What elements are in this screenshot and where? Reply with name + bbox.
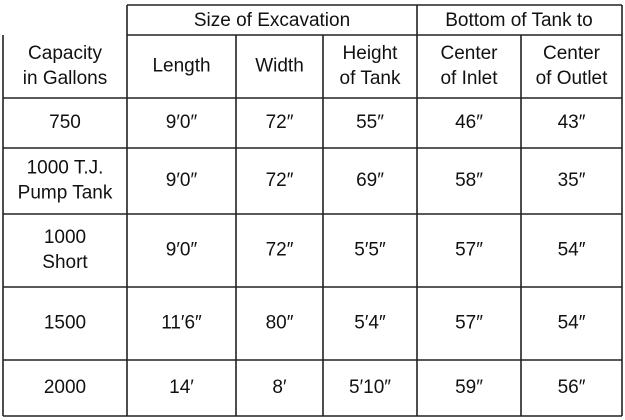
- cell: 80″: [266, 313, 294, 334]
- column-header: of Inlet: [440, 68, 498, 89]
- column-header: Length: [152, 56, 210, 77]
- column-header: of Tank: [340, 68, 401, 89]
- column-header: of Outlet: [536, 68, 609, 89]
- cell: 5′10″: [349, 377, 391, 398]
- cell: 9′0″: [166, 240, 198, 261]
- cell: 46″: [455, 112, 483, 133]
- cell: 8′: [272, 377, 287, 398]
- column-header: Capacity: [28, 43, 102, 64]
- row-header: 750: [49, 112, 81, 133]
- cell: 5′4″: [354, 313, 386, 334]
- row-header: 2000: [44, 377, 86, 398]
- cell: 72″: [266, 240, 294, 261]
- column-header: in Gallons: [23, 68, 108, 89]
- row-header: 1000 T.J.: [27, 158, 104, 179]
- cell: 57″: [455, 313, 483, 334]
- cell: 9′0″: [166, 112, 198, 133]
- cell: 72″: [266, 112, 294, 133]
- cell: 35″: [558, 170, 586, 191]
- cell: 59″: [455, 377, 483, 398]
- row-header: Short: [42, 252, 88, 273]
- column-header: Center: [440, 43, 498, 64]
- row-header: Pump Tank: [18, 183, 113, 204]
- group-header: Size of Excavation: [194, 10, 350, 31]
- cell: 55″: [356, 112, 384, 133]
- cell: 54″: [558, 313, 586, 334]
- cell: 58″: [455, 170, 483, 191]
- cell: 11′6″: [161, 313, 202, 334]
- column-header: Height: [343, 43, 399, 64]
- cell: 69″: [356, 170, 384, 191]
- column-header: Center: [543, 43, 601, 64]
- cell: 9′0″: [166, 170, 198, 191]
- table-borders: [2, 4, 623, 417]
- cell: 14′: [169, 377, 194, 398]
- cell: 54″: [558, 240, 586, 261]
- cell: 72″: [266, 170, 294, 191]
- group-header: Bottom of Tank to: [445, 10, 593, 31]
- cell: 56″: [558, 377, 586, 398]
- cell: 43″: [558, 112, 586, 133]
- cell: 57″: [455, 240, 483, 261]
- row-header: 1000: [44, 227, 86, 248]
- column-header: Width: [255, 56, 304, 77]
- row-header: 1500: [44, 313, 86, 334]
- cell: 5′5″: [354, 240, 386, 261]
